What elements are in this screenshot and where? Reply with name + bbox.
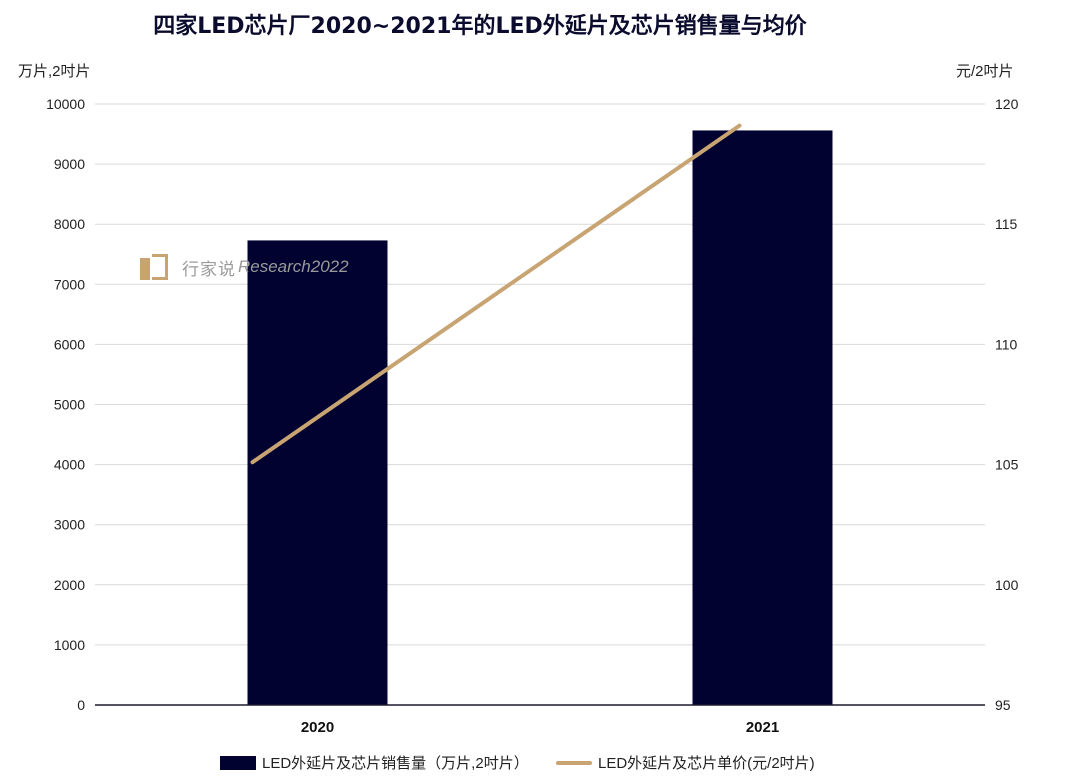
bar-2021	[692, 130, 833, 706]
watermark-suffix: Research2022	[238, 257, 349, 276]
legend-label-price: LED外延片及芯片单价(元/2吋片)	[598, 755, 815, 772]
left-tick-label: 0	[77, 697, 85, 713]
right-tick-label: 105	[995, 457, 1019, 473]
line-series	[250, 123, 742, 465]
left-tick-label: 3000	[54, 517, 85, 533]
left-axis-ticks: 0 1000 2000 3000 4000 5000 6000 7000 8000 9000 100…	[46, 96, 85, 713]
bar-2020	[247, 240, 388, 705]
legend-swatch-line	[556, 760, 592, 765]
right-tick-label: 120	[995, 96, 1019, 112]
left-tick-label: 8000	[54, 216, 85, 232]
right-axis-unit: 元/2吋片	[956, 63, 1014, 80]
x-tick-label: 2020	[301, 719, 334, 736]
x-tick-label: 2021	[746, 719, 779, 736]
left-tick-label: 2000	[54, 577, 85, 593]
watermark-brand: 行家说	[182, 259, 236, 279]
legend-label-sales: LED外延片及芯片销售量（万片,2吋片）	[262, 755, 529, 772]
right-axis-ticks: 95 100 105 110 115 120	[995, 96, 1019, 713]
left-tick-label: 5000	[54, 397, 85, 413]
left-axis-unit: 万片,2吋片	[18, 63, 91, 80]
watermark-logo-icon	[140, 252, 170, 282]
left-tick-label: 4000	[54, 457, 85, 473]
x-axis: 2020 2021	[95, 704, 985, 736]
price-line	[250, 123, 742, 465]
left-tick-label: 1000	[54, 637, 85, 653]
gridlines	[95, 103, 985, 646]
left-tick-label: 10000	[46, 96, 85, 112]
right-tick-label: 115	[995, 216, 1018, 232]
right-tick-label: 100	[995, 577, 1019, 593]
legend-item-price: LED外延片及芯片单价(元/2吋片)	[556, 752, 815, 773]
right-tick-label: 110	[995, 336, 1018, 352]
watermark: 行家说 Research2022	[140, 252, 349, 282]
bar-series	[247, 130, 833, 706]
chart-title: 四家LED芯片厂2020~2021年的LED外延片及芯片销售量与均价	[153, 14, 807, 39]
legend-swatch-bar	[220, 755, 256, 770]
right-tick-label: 95	[995, 697, 1011, 713]
left-tick-label: 9000	[54, 156, 85, 172]
left-tick-label: 7000	[54, 276, 85, 292]
left-tick-label: 6000	[54, 336, 85, 352]
legend-item-sales: LED外延片及芯片销售量（万片,2吋片）	[220, 752, 529, 773]
legend: LED外延片及芯片销售量（万片,2吋片） LED外延片及芯片单价(元/2吋片)	[0, 752, 1080, 776]
